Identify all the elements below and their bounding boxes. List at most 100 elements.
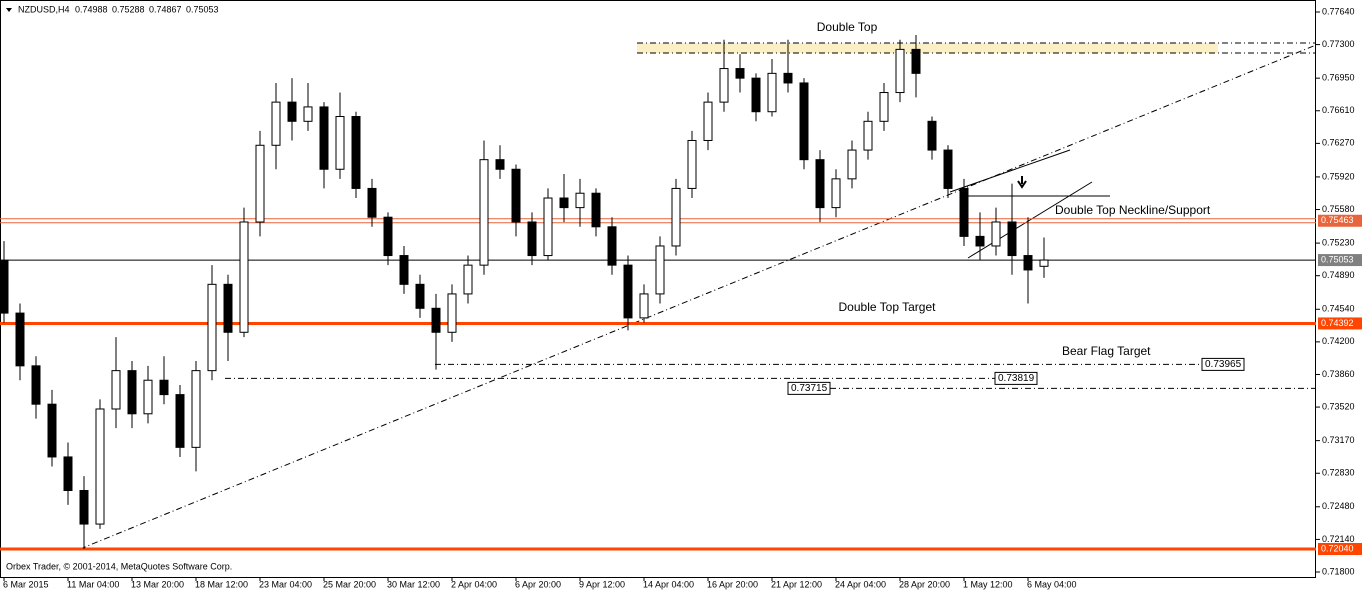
y-tick-label: 0.74200: [1322, 336, 1355, 346]
level-label: 0.72040: [1321, 543, 1354, 553]
candle-body: [799, 82, 809, 161]
x-tick-label: 2 Apr 04:00: [451, 579, 497, 589]
y-tick-label: 0.73170: [1322, 435, 1355, 445]
candle-body: [863, 120, 873, 151]
candle-body: [351, 116, 361, 189]
x-tick-label: 1 May 12:00: [963, 579, 1013, 589]
candle-body: [415, 283, 425, 309]
candle-body: [271, 101, 281, 146]
level-label: 0.75463: [1321, 215, 1354, 225]
y-tick-label: 0.76270: [1322, 138, 1355, 148]
candle-body: [751, 77, 761, 113]
candle-body: [47, 403, 57, 458]
candle-body: [495, 159, 505, 170]
symbol: NZDUSD,H4: [18, 4, 70, 14]
header-close: 0.75053: [186, 4, 219, 14]
candle-body: [1023, 255, 1033, 271]
trend-line: [79, 44, 1317, 550]
y-tick-label: 0.72830: [1322, 468, 1355, 478]
candle-body: [431, 307, 441, 333]
candle-body: [223, 283, 233, 333]
target-label: 0.73715: [791, 383, 828, 394]
candle-body: [527, 221, 537, 257]
candle-body: [1007, 221, 1017, 257]
x-tick-label: 6 Mar 2015: [3, 579, 49, 589]
x-tick-label: 24 Apr 04:00: [835, 579, 886, 589]
candle-body: [383, 216, 393, 257]
target-label: 0.73819: [998, 373, 1035, 384]
candle-body: [303, 106, 313, 122]
header-low: 0.74867: [149, 4, 182, 14]
candle-body: [559, 197, 569, 209]
menu-arrow: [6, 8, 12, 12]
y-tick-label: 0.76610: [1322, 105, 1355, 115]
candle-body: [655, 245, 665, 295]
target-label: 0.73965: [1205, 359, 1242, 370]
candle-body: [159, 379, 169, 396]
x-tick-label: 23 Mar 04:00: [259, 579, 312, 589]
x-tick-label: 25 Mar 20:00: [323, 579, 376, 589]
flag-line: [949, 149, 1071, 193]
candle-body: [975, 235, 985, 247]
candle-body: [991, 221, 1001, 247]
candle-body: [367, 187, 377, 218]
header-high: 0.75288: [112, 4, 145, 14]
candle-body: [687, 139, 697, 189]
candle-body: [847, 149, 857, 180]
candle-body: [639, 293, 649, 319]
arrow: [1017, 176, 1027, 189]
candle-body: [191, 370, 201, 448]
level-box: [1318, 214, 1362, 227]
candle-body: [287, 101, 297, 122]
drawings: [79, 44, 1317, 550]
candle-body: [63, 456, 73, 492]
candle-body: [143, 379, 153, 415]
y-tick-label: 0.73520: [1322, 401, 1355, 411]
candle-body: [911, 48, 921, 74]
candle-body: [255, 144, 265, 223]
candle-body: [703, 101, 713, 141]
close-label: 0.75053: [1321, 254, 1354, 264]
candle-body: [479, 159, 489, 266]
resistance-zone: [637, 43, 1218, 53]
candle-body: [895, 48, 905, 94]
x-tick-label: 14 Apr 04:00: [643, 579, 694, 589]
y-tick-label: 0.74540: [1322, 304, 1355, 314]
candle-body: [735, 68, 745, 79]
y-tick-label: 0.72140: [1322, 534, 1355, 544]
candle-body: [319, 106, 329, 170]
y-tick-label: 0.75920: [1322, 171, 1355, 181]
target-box: [1201, 357, 1245, 371]
candle-body: [607, 226, 617, 266]
y-tick-label: 0.77640: [1322, 6, 1355, 16]
annotation: Double Top Target: [839, 300, 937, 314]
candle-body: [207, 283, 217, 372]
x-tick-label: 30 Mar 12:00: [387, 579, 440, 589]
header-open: 0.74988: [75, 4, 108, 14]
candle-body: [79, 490, 89, 525]
y-tick-label: 0.75230: [1322, 237, 1355, 247]
candle-body: [943, 149, 953, 189]
candle-body: [671, 187, 681, 247]
x-tick-label: 6 May 04:00: [1027, 579, 1077, 589]
candle-body: [767, 72, 777, 113]
annotation: Bear Flag Target: [1062, 344, 1151, 358]
candle-body: [575, 192, 585, 209]
candle-body: [623, 264, 633, 319]
y-tick-label: 0.71800: [1322, 566, 1355, 576]
y-tick-label: 0.77300: [1322, 39, 1355, 49]
x-tick-label: 13 Mar 20:00: [131, 579, 184, 589]
candle-body: [1039, 259, 1049, 267]
y-tick-label: 0.72480: [1322, 501, 1355, 511]
copyright: Orbex Trader, © 2001-2014, MetaQuotes So…: [6, 561, 232, 571]
y-tick-label: 0.76950: [1322, 73, 1355, 83]
candle-body: [591, 192, 601, 228]
x-tick-label: 28 Apr 20:00: [899, 579, 950, 589]
candle-body: [959, 187, 969, 237]
candle-body: [719, 68, 729, 103]
level-box: [1318, 317, 1362, 330]
close-box: [1318, 254, 1362, 267]
x-tick-label: 9 Apr 12:00: [579, 579, 625, 589]
x-tick-label: 21 Apr 12:00: [771, 579, 822, 589]
